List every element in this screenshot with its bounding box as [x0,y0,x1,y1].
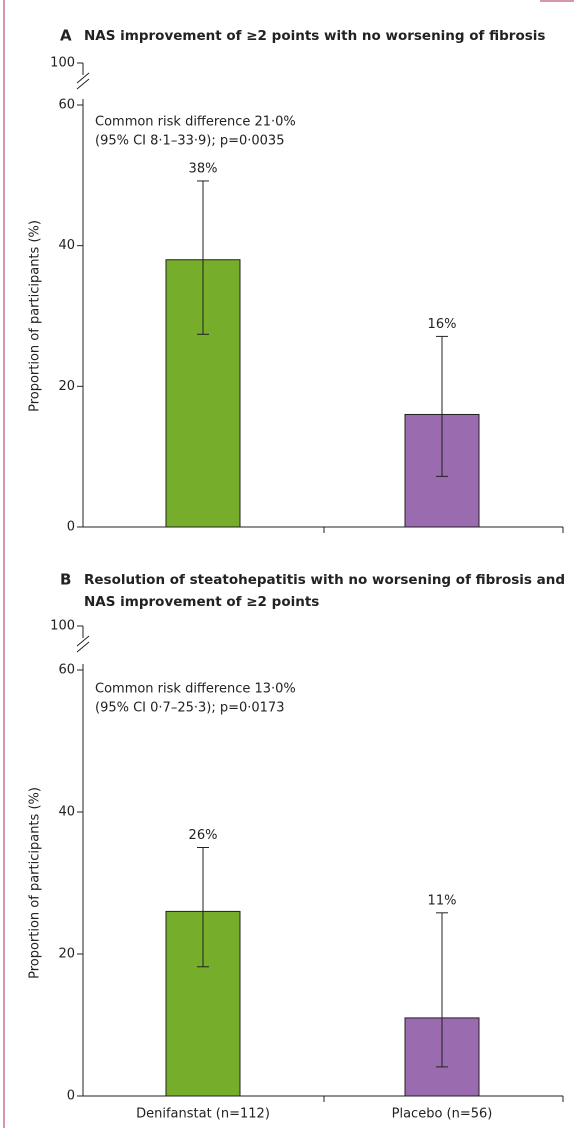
y-tick-label: 100 [50,619,75,634]
axis-break [76,72,90,84]
y-tick-label: 20 [58,947,75,962]
y-tick-label: 100 [50,56,75,71]
axis-break [76,641,90,653]
y-axis-label: Proportion of participants (%) [28,220,43,412]
y-tick-label: 0 [67,1089,75,1104]
y-tick-label: 40 [58,805,75,820]
chart-title: NAS improvement of ≥2 points [84,594,319,610]
panel-label: A [60,27,72,45]
chart-title: Resolution of steatohepatitis with no wo… [84,572,565,588]
annotation: (95% CI 0·7–25·3); p=0·0173 [95,701,284,716]
data-label: 16% [428,317,457,332]
y-tick-label: 40 [58,238,75,253]
axis-break [76,78,90,90]
annotation: (95% CI 8·1–33·9); p=0·0035 [95,134,284,149]
chart-title: NAS improvement of ≥2 points with no wor… [84,28,545,44]
axis-break [76,635,90,647]
x-tick-label: Denifanstat (n=112) [136,1107,270,1122]
y-tick-label: 20 [58,379,75,394]
annotation: Common risk difference 21·0% [95,115,296,130]
annotation: Common risk difference 13·0% [95,682,296,697]
x-tick-label: Placebo (n=56) [392,1107,493,1122]
panel-label: B [60,571,71,589]
y-axis-label: Proportion of participants (%) [28,787,43,979]
y-tick-label: 60 [58,98,75,113]
y-tick-label: 60 [58,663,75,678]
data-label: 38% [189,161,218,176]
data-label: 11% [428,893,457,908]
y-tick-label: 0 [67,520,75,535]
data-label: 26% [189,828,218,843]
